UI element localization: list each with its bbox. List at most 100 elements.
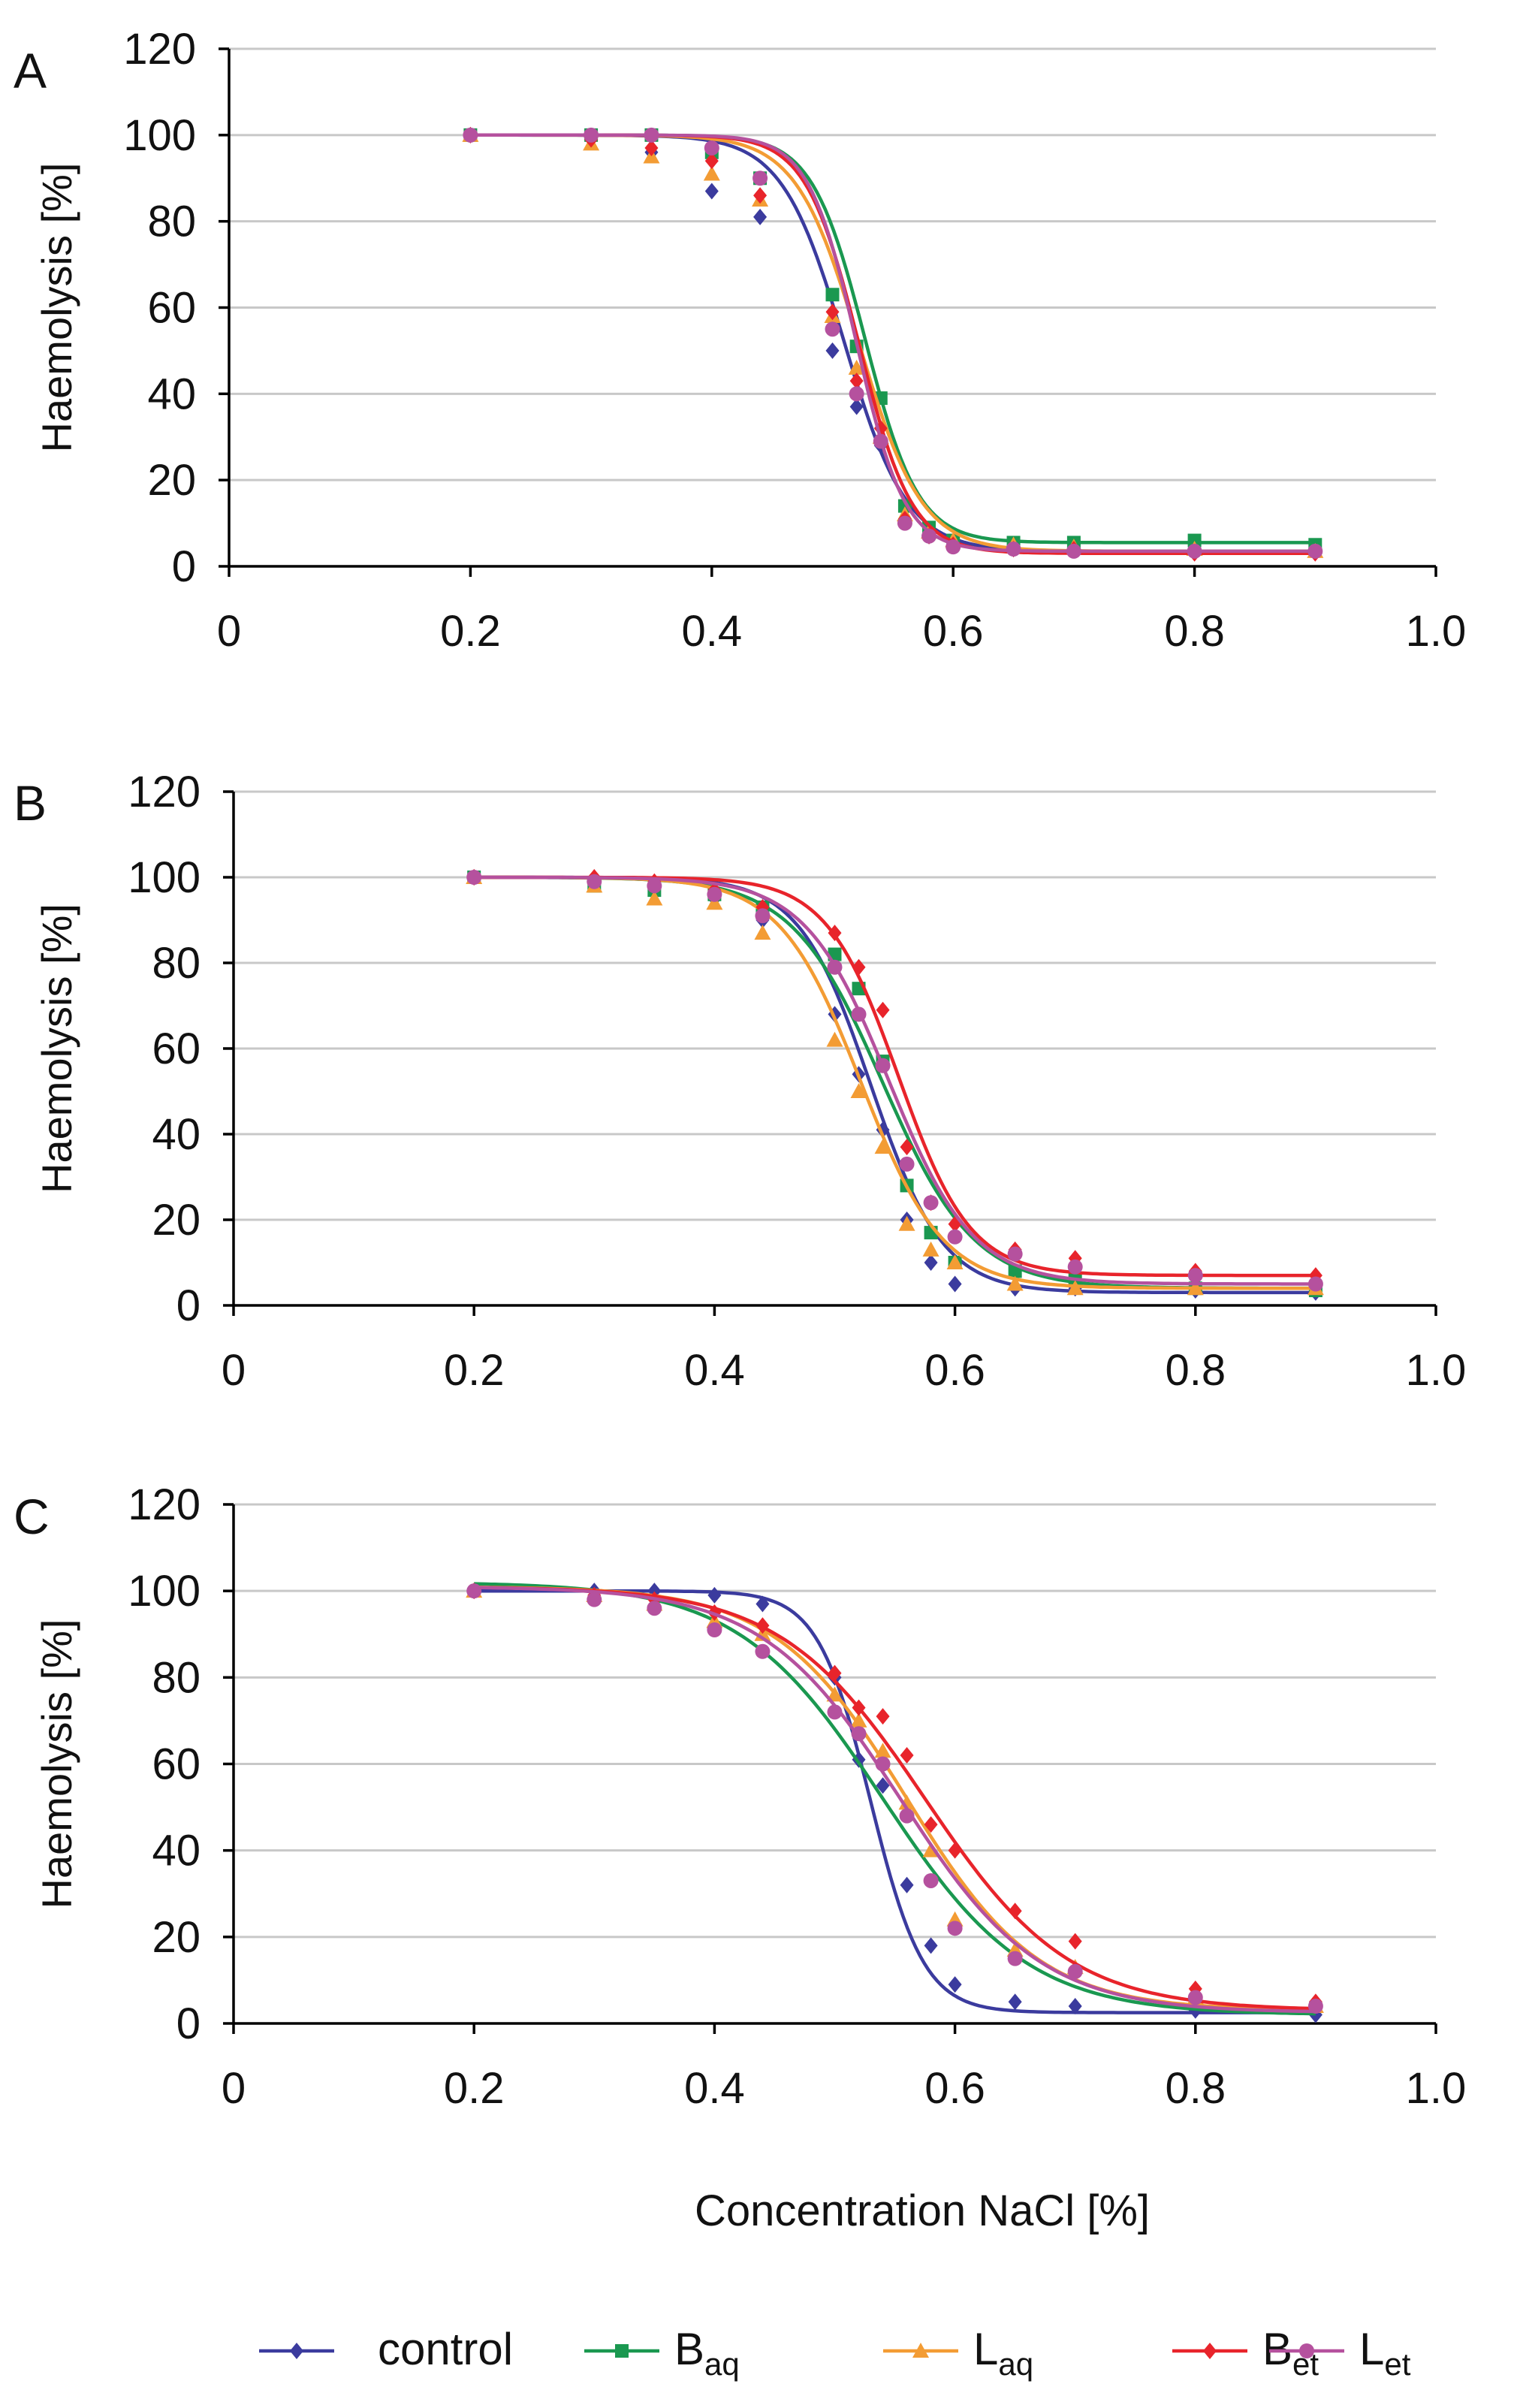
y-tick-label: 80 [152, 1653, 201, 1702]
data-point [1067, 1963, 1083, 1979]
legend-marker [1203, 2343, 1217, 2359]
series-Let [466, 870, 1323, 1292]
x-tick-label: 0.2 [440, 607, 501, 656]
data-point [463, 127, 478, 143]
series-Let [466, 1583, 1323, 2014]
y-tick-label: 20 [152, 1196, 201, 1245]
chart-panel-A: A 0 20 40 60 80 100 120 0 0.2 0.4 0.6 0.8 1.0 Haemolys… [14, 25, 1466, 656]
series-line [474, 1586, 1316, 2014]
data-point [898, 1215, 915, 1231]
data-point [704, 152, 719, 170]
data-point [921, 528, 937, 544]
legend-marker [615, 2344, 629, 2358]
data-point [466, 870, 482, 885]
y-axis-label: Haemolysis [%] [33, 1619, 80, 1909]
data-point [898, 1794, 915, 1810]
data-point [755, 1595, 770, 1613]
data-point [1187, 543, 1202, 559]
x-tick-label: 1.0 [1406, 607, 1467, 656]
x-tick-label: 0.2 [444, 2064, 505, 2113]
data-point [876, 1001, 890, 1018]
data-point [587, 1592, 602, 1607]
legend-label: Laq [973, 2324, 1033, 2382]
chart-panel-C: C 0 20 40 60 80 100 120 0 0.2 0.4 0.6 0.8 1.0 Haemolys… [14, 1480, 1466, 2113]
y-tick-label: 60 [152, 1024, 201, 1073]
data-point [755, 908, 771, 924]
data-point [852, 958, 866, 976]
y-tick-label: 100 [123, 111, 196, 160]
x-tick-label: 0 [217, 607, 241, 656]
data-point [851, 1726, 867, 1742]
x-tick-label: 0.6 [924, 1346, 985, 1395]
data-point [647, 1601, 662, 1616]
data-point [825, 342, 840, 359]
data-point [755, 1617, 770, 1634]
data-point [753, 208, 768, 225]
data-point [646, 890, 663, 906]
data-point [851, 1006, 867, 1022]
data-point [876, 1708, 890, 1725]
legend-item: control [259, 2324, 513, 2374]
data-point [1006, 1275, 1024, 1291]
data-point [924, 1254, 938, 1271]
y-tick-label: 0 [176, 1281, 201, 1330]
data-point [704, 183, 719, 200]
data-point [1067, 1259, 1083, 1275]
data-point [873, 433, 888, 449]
y-tick-label: 100 [128, 1567, 201, 1616]
x-tick-label: 0.4 [681, 607, 742, 656]
data-point [752, 170, 768, 186]
data-point [924, 1937, 938, 1954]
data-point [900, 1746, 914, 1764]
data-point [826, 1031, 843, 1047]
data-point [706, 895, 723, 910]
data-point [644, 140, 659, 157]
x-tick-label: 0.4 [684, 1346, 745, 1395]
data-point [1066, 1280, 1084, 1296]
legend-item: Laq [883, 2324, 1033, 2382]
data-point [704, 140, 719, 156]
legend-item: Let [1269, 2324, 1411, 2382]
series-line [474, 875, 1316, 1286]
data-point [947, 1921, 963, 1936]
data-point [1006, 542, 1021, 557]
data-point [466, 1583, 482, 1599]
x-tick-label: 0 [222, 1346, 246, 1395]
legend-item: Bet [1172, 2324, 1319, 2382]
data-point [850, 1712, 867, 1728]
legend-marker [290, 2343, 303, 2359]
data-point [828, 1664, 842, 1682]
data-point [825, 303, 840, 321]
data-point [827, 1704, 843, 1720]
series-line [470, 133, 1316, 554]
data-point [1008, 1993, 1022, 2011]
data-point [948, 1842, 962, 1859]
y-tick-label: 0 [176, 1999, 201, 2048]
data-point [1007, 1951, 1023, 1966]
data-point [848, 359, 865, 375]
data-point [1187, 1280, 1204, 1296]
x-tick-label: 0.4 [684, 2064, 745, 2113]
data-point [1068, 1997, 1082, 2014]
x-tick-label: 1.0 [1406, 1346, 1467, 1395]
panel-letter: B [14, 775, 47, 831]
data-point [1187, 1990, 1203, 2005]
x-tick-label: 0 [222, 2064, 246, 2113]
y-tick-label: 60 [152, 1740, 201, 1789]
data-point [825, 288, 840, 302]
data-point [754, 925, 771, 940]
x-tick-label: 1.0 [1406, 2064, 1467, 2113]
data-point [900, 1876, 914, 1894]
data-point [897, 515, 912, 531]
y-tick-label: 60 [147, 284, 196, 333]
data-point [825, 321, 840, 337]
data-point [874, 1743, 891, 1758]
y-tick-label: 20 [152, 1913, 201, 1962]
data-point [584, 127, 599, 143]
x-tick-label: 0.8 [1165, 1346, 1226, 1395]
data-point [644, 127, 659, 143]
y-axis-label: Haemolysis [%] [33, 904, 80, 1193]
data-point [587, 874, 602, 889]
data-point [1187, 533, 1202, 548]
y-axis-label: Haemolysis [%] [33, 163, 80, 453]
